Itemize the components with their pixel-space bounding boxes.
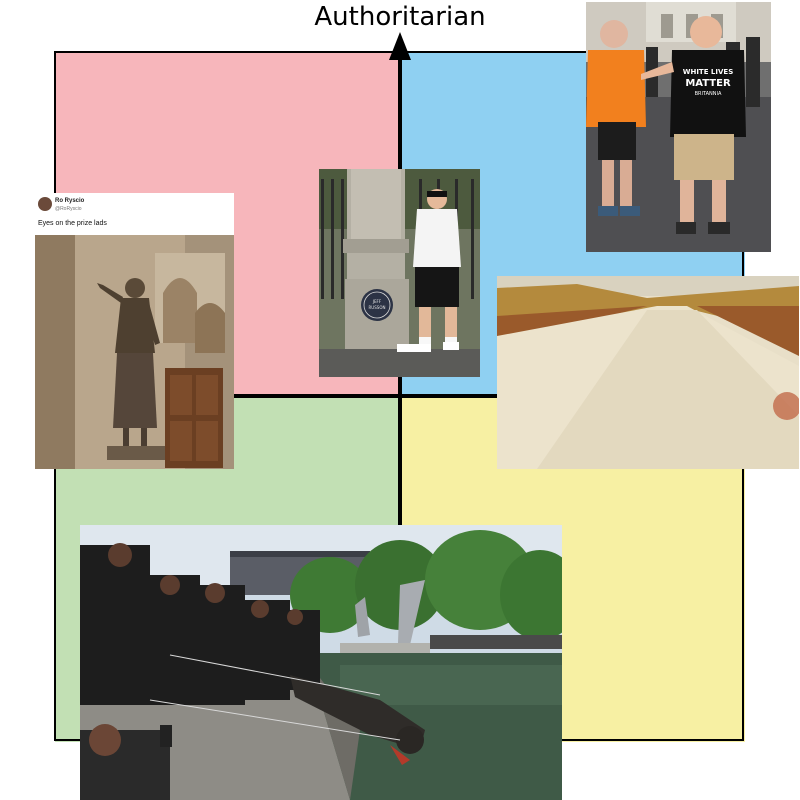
statue-toppling-photo: [80, 525, 562, 800]
plaque-line1: JEFF: [372, 299, 382, 304]
tshirt-line2: MATTER: [685, 78, 731, 89]
axis-arrow-up: [389, 32, 411, 60]
protest-argument-photo: WHITE LIVES MATTER BRITANNIA: [586, 2, 771, 252]
tweet-avatar: [38, 197, 52, 211]
tshirt-line1: WHITE LIVES: [683, 68, 733, 76]
tweet-statue-image: [35, 193, 234, 469]
plaque-line2: RUSSON: [369, 305, 386, 310]
landscape-photo: [497, 276, 799, 469]
tweet-handle: @RoRyscio: [55, 206, 82, 212]
axis-label-authoritarian: Authoritarian: [314, 2, 486, 32]
tweet-text: Eyes on the prize lads: [38, 220, 107, 227]
horizontal-axis: [55, 394, 745, 398]
tweet-author: Ro Ryscio: [55, 198, 85, 204]
memorial-photo: JEFF RUSSON: [319, 169, 480, 377]
tshirt-line3: BRITANNIA: [695, 91, 722, 97]
